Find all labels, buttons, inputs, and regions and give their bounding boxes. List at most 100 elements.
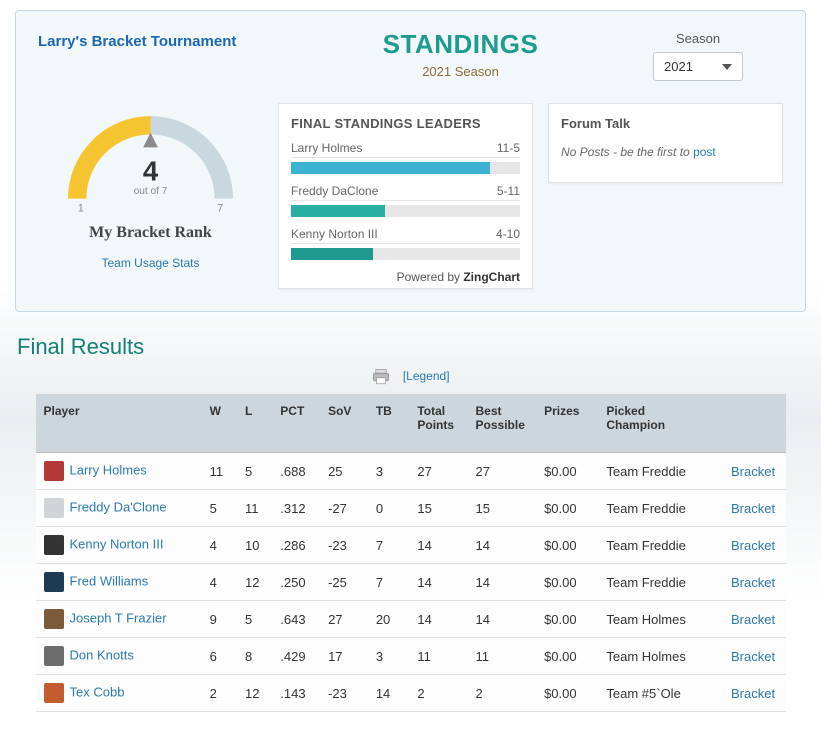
- bracket-link-cell: Bracket: [723, 601, 786, 638]
- tb-cell: 20: [368, 601, 410, 638]
- prizes-cell: $0.00: [536, 527, 598, 564]
- table-row: Tex Cobb212.143-231422$0.00Team #5`OleBr…: [36, 675, 786, 712]
- leaders-title: FINAL STANDINGS LEADERS: [291, 116, 520, 131]
- bracket-link-cell: Bracket: [723, 638, 786, 675]
- team-usage-link[interactable]: Team Usage Stats: [38, 256, 263, 270]
- col-header[interactable]: W: [202, 394, 237, 453]
- tp-cell: 11: [409, 638, 467, 675]
- tb-cell: 7: [368, 527, 410, 564]
- final-results-title: Final Results: [17, 334, 806, 360]
- col-header[interactable]: TotalPoints: [409, 394, 467, 453]
- col-header[interactable]: TB: [368, 394, 410, 453]
- l-cell: 5: [237, 601, 272, 638]
- gauge-max: 7: [217, 203, 223, 215]
- tp-cell: 14: [409, 601, 467, 638]
- col-header[interactable]: L: [237, 394, 272, 453]
- bracket-link[interactable]: Bracket: [731, 501, 775, 516]
- champion-cell: Team Freddie: [598, 527, 723, 564]
- prizes-cell: $0.00: [536, 601, 598, 638]
- print-icon[interactable]: [371, 368, 391, 386]
- player-cell[interactable]: Joseph T Frazier: [36, 601, 202, 638]
- w-cell: 11: [202, 453, 237, 490]
- bp-cell: 14: [468, 601, 537, 638]
- standings-panel: Larry's Bracket Tournament STANDINGS 202…: [15, 10, 806, 312]
- tp-cell: 14: [409, 527, 467, 564]
- leader-record: 11-5: [497, 141, 520, 155]
- bracket-link[interactable]: Bracket: [731, 686, 775, 701]
- player-cell[interactable]: Larry Holmes: [36, 453, 202, 490]
- bracket-link-cell: Bracket: [723, 527, 786, 564]
- tp-cell: 15: [409, 490, 467, 527]
- leader-name: Larry Holmes: [291, 141, 362, 155]
- table-row: Joseph T Frazier95.64327201414$0.00Team …: [36, 601, 786, 638]
- season-select[interactable]: 2021: [653, 52, 743, 81]
- avatar: [44, 683, 64, 703]
- season-text: 2021 Season: [308, 64, 613, 79]
- prizes-cell: $0.00: [536, 638, 598, 675]
- forum-post-link[interactable]: post: [693, 145, 716, 159]
- w-cell: 9: [202, 601, 237, 638]
- col-header[interactable]: BestPossible: [468, 394, 537, 453]
- avatar: [44, 646, 64, 666]
- avatar: [44, 572, 64, 592]
- tb-cell: 14: [368, 675, 410, 712]
- legend-link[interactable]: [Legend]: [403, 369, 450, 383]
- gauge-title: My Bracket Rank: [38, 224, 263, 242]
- sov-cell: -27: [320, 490, 368, 527]
- tb-cell: 3: [368, 453, 410, 490]
- l-cell: 5: [237, 453, 272, 490]
- sov-cell: 25: [320, 453, 368, 490]
- sov-cell: -23: [320, 675, 368, 712]
- sov-cell: -23: [320, 527, 368, 564]
- player-cell[interactable]: Don Knotts: [36, 638, 202, 675]
- bracket-link[interactable]: Bracket: [731, 649, 775, 664]
- powered-by: Powered by ZingChart: [291, 270, 520, 284]
- prizes-cell: $0.00: [536, 453, 598, 490]
- bracket-link[interactable]: Bracket: [731, 612, 775, 627]
- w-cell: 6: [202, 638, 237, 675]
- bp-cell: 27: [468, 453, 537, 490]
- pct-cell: .250: [272, 564, 320, 601]
- forum-card: Forum Talk No Posts - be the first to po…: [548, 103, 783, 183]
- leaders-card: FINAL STANDINGS LEADERS Larry Holmes 11-5…: [278, 103, 533, 289]
- avatar: [44, 609, 64, 629]
- player-cell[interactable]: Freddy Da'Clone: [36, 490, 202, 527]
- prizes-cell: $0.00: [536, 675, 598, 712]
- l-cell: 11: [237, 490, 272, 527]
- prizes-cell: $0.00: [536, 564, 598, 601]
- col-header[interactable]: SoV: [320, 394, 368, 453]
- col-header[interactable]: Player: [36, 394, 202, 453]
- col-header[interactable]: [723, 394, 786, 453]
- bracket-link[interactable]: Bracket: [731, 575, 775, 590]
- leader-record: 4-10: [496, 227, 520, 241]
- pct-cell: .429: [272, 638, 320, 675]
- player-cell[interactable]: Fred Williams: [36, 564, 202, 601]
- champion-cell: Team Holmes: [598, 601, 723, 638]
- col-header[interactable]: PickedChampion: [598, 394, 723, 453]
- pct-cell: .688: [272, 453, 320, 490]
- rank-gauge-card: 4 out of 7 1 7 My Bracket Rank Team Usag…: [38, 103, 263, 289]
- bracket-link[interactable]: Bracket: [731, 538, 775, 553]
- bp-cell: 14: [468, 527, 537, 564]
- bp-cell: 2: [468, 675, 537, 712]
- leader-bar-fill: [291, 205, 385, 217]
- player-cell[interactable]: Kenny Norton III: [36, 527, 202, 564]
- leader-name: Freddy DaClone: [291, 184, 378, 198]
- gauge-min: 1: [78, 203, 84, 215]
- player-cell[interactable]: Tex Cobb: [36, 675, 202, 712]
- l-cell: 10: [237, 527, 272, 564]
- champion-cell: Team Freddie: [598, 564, 723, 601]
- pct-cell: .286: [272, 527, 320, 564]
- col-header[interactable]: PCT: [272, 394, 320, 453]
- col-header[interactable]: Prizes: [536, 394, 598, 453]
- leader-row: Kenny Norton III 4-10: [291, 227, 520, 260]
- l-cell: 12: [237, 564, 272, 601]
- leader-name: Kenny Norton III: [291, 227, 378, 241]
- prizes-cell: $0.00: [536, 490, 598, 527]
- champion-cell: Team #5`Ole: [598, 675, 723, 712]
- season-value: 2021: [664, 59, 693, 74]
- bracket-link[interactable]: Bracket: [731, 464, 775, 479]
- avatar: [44, 535, 64, 555]
- forum-title: Forum Talk: [561, 116, 770, 131]
- leader-row: Larry Holmes 11-5: [291, 141, 520, 174]
